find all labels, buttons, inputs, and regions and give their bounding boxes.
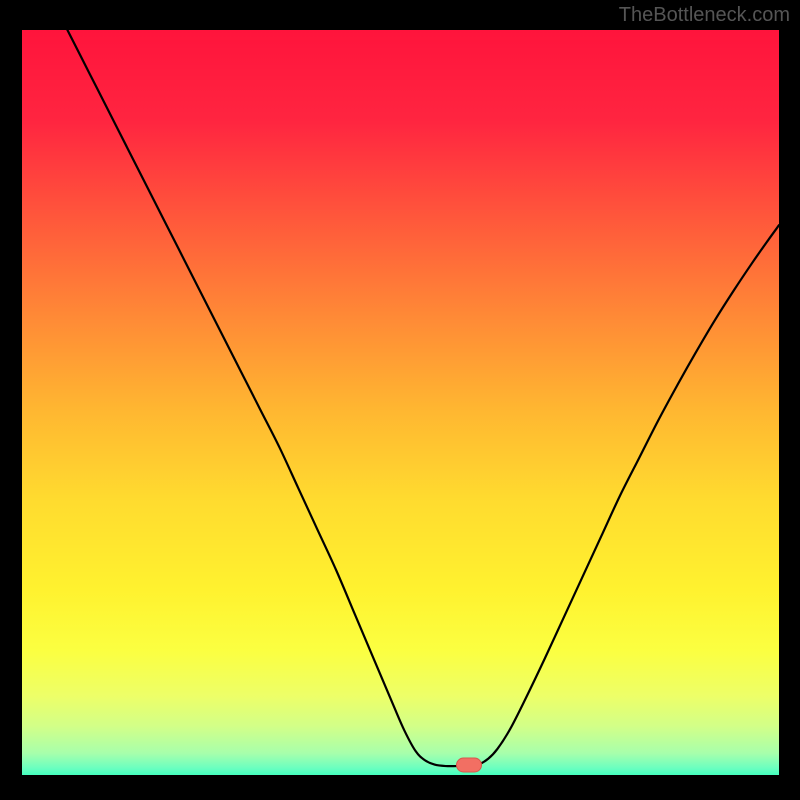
watermark-text: TheBottleneck.com [619,4,790,27]
chart-plot-area [22,30,779,775]
bottleneck-curve [22,30,779,775]
optimal-point-marker [456,757,482,772]
